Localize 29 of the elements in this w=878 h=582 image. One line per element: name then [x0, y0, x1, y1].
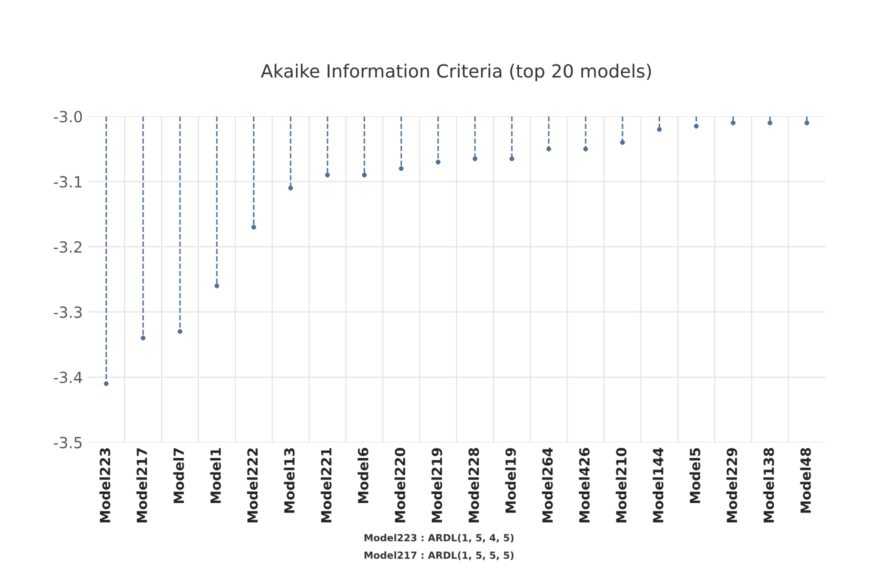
x-tick-label: Model228	[468, 448, 480, 522]
x-tick-label: Model19	[505, 448, 516, 513]
x-tick-label: Model7	[173, 448, 184, 504]
x-tick-label: Model426	[578, 448, 590, 522]
x-tick-label: Model222	[247, 448, 258, 522]
x-tick-label: Model219	[431, 448, 442, 522]
y-tick-label: -3.1	[54, 176, 82, 188]
x-tick-label: Model144	[652, 448, 664, 522]
x-tick-label: Model13	[284, 448, 295, 513]
x-tick-label: Model223	[100, 448, 110, 522]
x-tick-label: Model229	[726, 448, 738, 522]
x-tick-label: Model210	[616, 448, 627, 522]
x-tick-label: Model1	[210, 448, 221, 504]
y-tick-label: -3.0	[54, 110, 82, 122]
x-tick-label: Model217	[136, 448, 148, 522]
x-tick-label: Model138	[763, 448, 774, 522]
x-tick-label: Model220	[394, 448, 406, 522]
text: Model223 : ARDL(1, 5, 4, 5)	[364, 534, 514, 543]
y-tick-label: -3.5	[54, 436, 82, 448]
x-tick-label: Model264	[542, 448, 553, 522]
y-tick-label: -3.3	[54, 306, 82, 318]
text: Model217 : ARDL(1, 5, 5, 5)	[364, 551, 514, 560]
x-tick-label: Model6	[358, 448, 368, 504]
chart-title: Akaike Information Criteria (top 20 models)	[260, 64, 651, 82]
x-tick-label: Model221	[320, 448, 332, 522]
y-tick-label: -3.4	[54, 372, 82, 384]
x-tick-label: Model5	[690, 448, 700, 504]
x-tick-label: Model48	[800, 448, 811, 513]
y-tick-label: -3.2	[54, 241, 82, 253]
